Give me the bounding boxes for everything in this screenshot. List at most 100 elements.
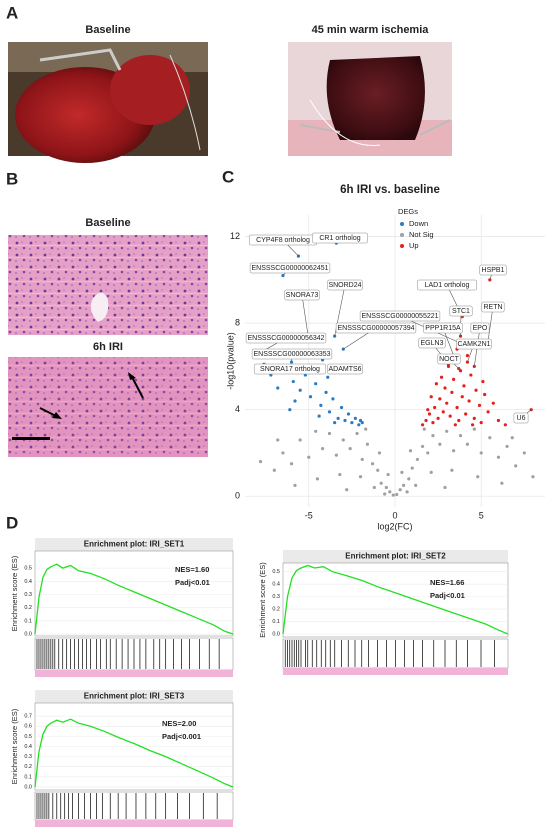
rank-bar — [283, 668, 508, 675]
point — [258, 459, 263, 464]
point — [477, 403, 482, 407]
chart-title: Enrichment plot: IRI_SET3 — [84, 692, 185, 701]
point — [438, 397, 442, 401]
point — [364, 427, 368, 431]
point — [426, 408, 430, 412]
point — [324, 390, 328, 394]
point — [522, 451, 526, 455]
point — [402, 483, 406, 487]
y-tick-label: 0.7 — [24, 714, 32, 720]
point — [339, 405, 344, 410]
annotation-label: HSPB1 — [482, 267, 505, 274]
point — [460, 395, 464, 399]
point — [405, 490, 409, 494]
annotation-box — [251, 348, 333, 360]
point — [314, 382, 318, 386]
point — [333, 421, 337, 425]
y-tick-label: 0.0 — [24, 784, 32, 790]
point — [317, 414, 321, 418]
es-curve — [282, 564, 509, 635]
point — [348, 447, 352, 451]
point — [338, 472, 342, 477]
point — [439, 375, 444, 379]
point — [291, 379, 295, 384]
annotation-label: LAD1 ortholog — [425, 282, 470, 289]
point — [384, 485, 388, 490]
annotation-label: CYP4F8 ortholog — [256, 237, 310, 244]
histology-title: 6h IRI — [93, 341, 123, 353]
annotation-label: EGLN3 — [421, 340, 444, 347]
y-tick-label: 0.0 — [24, 631, 32, 637]
annotation-box — [312, 232, 368, 244]
rank-bar — [35, 820, 233, 827]
photo-baseline — [8, 42, 208, 163]
point — [505, 444, 509, 449]
y-tick-label: 0.4 — [272, 582, 280, 588]
annotation-label: CR1 ortholog — [319, 235, 360, 242]
annotation-label: SNORA73 — [286, 292, 319, 299]
hit-strip — [34, 791, 234, 821]
point — [465, 442, 470, 446]
point — [343, 418, 347, 423]
point — [479, 451, 483, 455]
legend-label: Down — [409, 219, 428, 228]
y-tick-label: 0.3 — [272, 594, 280, 600]
annotation: Padj<0.001 — [162, 732, 201, 741]
annotation-box — [327, 279, 363, 291]
point — [331, 397, 335, 401]
y-tick-label: 0.2 — [24, 605, 32, 611]
y-tick-label: 0.0 — [272, 631, 280, 637]
point — [358, 418, 363, 423]
point — [365, 442, 370, 446]
legend-label: Not Sig — [409, 230, 434, 239]
point — [429, 470, 433, 474]
point — [314, 429, 318, 433]
annotation-label: NOCT — [439, 356, 460, 363]
point — [500, 481, 504, 485]
rank-bar — [35, 670, 233, 677]
point — [458, 369, 463, 373]
annotation-box — [359, 310, 441, 322]
point — [448, 414, 452, 418]
point — [353, 416, 357, 420]
point — [452, 449, 456, 453]
title-bar — [283, 550, 508, 563]
point — [445, 429, 449, 433]
y-axis-label: -log10(pvalue) — [225, 332, 235, 390]
legend-title: DEGs — [398, 207, 418, 216]
point — [464, 412, 468, 416]
point — [383, 492, 387, 496]
point — [415, 457, 420, 462]
x-tick-label: 5 — [479, 510, 484, 520]
point — [452, 377, 456, 381]
y-tick-label: 0.5 — [272, 569, 280, 575]
point — [436, 416, 440, 420]
point — [350, 421, 354, 425]
point — [458, 434, 463, 438]
y-tick-label: 0.2 — [24, 764, 32, 770]
annotation-label: PPP1R15A — [425, 325, 461, 332]
y-tick-label: 0.1 — [272, 619, 280, 625]
point — [453, 423, 457, 427]
annotation-box — [479, 264, 507, 276]
y-tick-label: 0.3 — [24, 592, 32, 598]
point — [443, 386, 447, 390]
point — [496, 455, 501, 459]
y-axis-label: Enrichment score (ES) — [10, 708, 19, 784]
y-tick-label: 0.2 — [272, 607, 280, 613]
point — [293, 399, 297, 403]
photo-title: Baseline — [85, 24, 130, 36]
y-tick-label: 0.6 — [24, 724, 32, 730]
point — [420, 423, 425, 427]
legend-swatch — [400, 244, 404, 248]
point — [467, 399, 471, 403]
point — [470, 423, 475, 427]
point — [288, 408, 292, 412]
annotation-box — [284, 289, 320, 301]
point — [379, 481, 383, 485]
y-tick-label: 0.4 — [24, 579, 32, 585]
point — [346, 412, 351, 416]
point — [431, 434, 435, 438]
y-tick-label: 0.3 — [24, 754, 32, 760]
